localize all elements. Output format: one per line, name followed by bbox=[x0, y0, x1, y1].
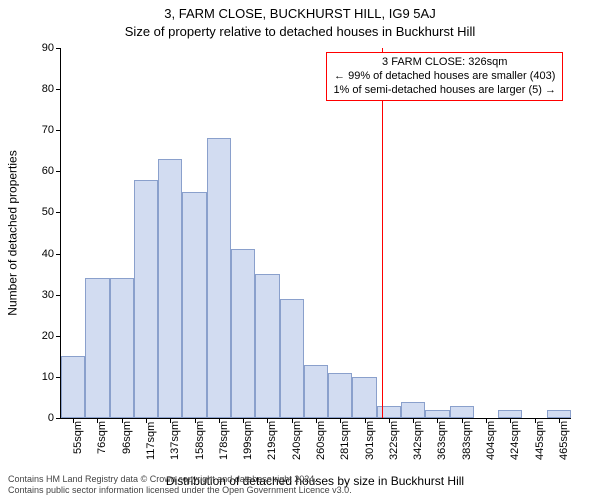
y-tick-mark bbox=[56, 89, 61, 90]
x-tick-label: 424sqm bbox=[509, 421, 521, 460]
y-tick-label: 10 bbox=[14, 371, 54, 383]
x-tick-label: 219sqm bbox=[266, 421, 278, 460]
x-tick-label: 404sqm bbox=[485, 421, 497, 460]
x-tick-label: 383sqm bbox=[461, 421, 473, 460]
y-tick-label: 20 bbox=[14, 330, 54, 342]
histogram-bar bbox=[547, 410, 571, 418]
chart-subtitle: Size of property relative to detached ho… bbox=[0, 24, 600, 39]
property-annotation-box: 3 FARM CLOSE: 326sqm← 99% of detached ho… bbox=[326, 52, 563, 101]
annotation-line: 1% of semi-detached houses are larger (5… bbox=[333, 84, 556, 98]
y-tick-mark bbox=[56, 336, 61, 337]
y-tick-mark bbox=[56, 130, 61, 131]
plot-area: 3 FARM CLOSE: 326sqm← 99% of detached ho… bbox=[60, 48, 571, 419]
y-tick-label: 70 bbox=[14, 124, 54, 136]
y-tick-mark bbox=[56, 254, 61, 255]
x-tick-label: 158sqm bbox=[194, 421, 206, 460]
y-tick-label: 30 bbox=[14, 289, 54, 301]
x-tick-label: 342sqm bbox=[412, 421, 424, 460]
y-tick-label: 40 bbox=[14, 248, 54, 260]
chart-container: 3, FARM CLOSE, BUCKHURST HILL, IG9 5AJ S… bbox=[0, 0, 600, 500]
histogram-bar bbox=[134, 180, 158, 418]
histogram-bar bbox=[328, 373, 352, 418]
x-tick-label: 76sqm bbox=[96, 421, 108, 454]
histogram-bar bbox=[401, 402, 425, 418]
histogram-bar bbox=[498, 410, 522, 418]
y-axis-label: Number of detached properties bbox=[6, 48, 20, 418]
y-tick-label: 50 bbox=[14, 206, 54, 218]
x-tick-label: 301sqm bbox=[364, 421, 376, 460]
x-tick-label: 363sqm bbox=[436, 421, 448, 460]
histogram-bar bbox=[352, 377, 376, 418]
histogram-bar bbox=[207, 138, 231, 418]
annotation-line: 3 FARM CLOSE: 326sqm bbox=[333, 56, 556, 70]
y-tick-label: 0 bbox=[14, 412, 54, 424]
x-tick-label: 117sqm bbox=[145, 422, 157, 460]
y-tick-mark bbox=[56, 171, 61, 172]
histogram-bar bbox=[110, 278, 134, 418]
x-tick-label: 240sqm bbox=[291, 421, 303, 460]
histogram-bar bbox=[182, 192, 206, 418]
y-tick-mark bbox=[56, 212, 61, 213]
histogram-bar bbox=[304, 365, 328, 418]
histogram-bar bbox=[61, 356, 85, 418]
y-tick-label: 60 bbox=[14, 165, 54, 177]
histogram-bar bbox=[280, 299, 304, 418]
histogram-bar bbox=[450, 406, 474, 418]
property-marker-line bbox=[382, 48, 383, 418]
x-tick-label: 178sqm bbox=[218, 421, 230, 460]
y-tick-mark bbox=[56, 48, 61, 49]
histogram-bar bbox=[255, 274, 279, 418]
y-tick-mark bbox=[56, 377, 61, 378]
y-tick-mark bbox=[56, 295, 61, 296]
histogram-bar bbox=[425, 410, 449, 418]
x-tick-label: 199sqm bbox=[242, 421, 254, 460]
histogram-bar bbox=[158, 159, 182, 418]
y-tick-label: 80 bbox=[14, 83, 54, 95]
x-tick-label: 445sqm bbox=[534, 421, 546, 460]
x-tick-label: 55sqm bbox=[72, 421, 84, 454]
annotation-line: ← 99% of detached houses are smaller (40… bbox=[333, 70, 556, 84]
x-tick-label: 137sqm bbox=[169, 421, 181, 460]
histogram-bar bbox=[377, 406, 401, 418]
footer-line-2: Contains public sector information licen… bbox=[8, 485, 352, 496]
histogram-bar bbox=[231, 249, 255, 418]
x-tick-label: 281sqm bbox=[339, 421, 351, 460]
histogram-bar bbox=[85, 278, 109, 418]
chart-title-address: 3, FARM CLOSE, BUCKHURST HILL, IG9 5AJ bbox=[0, 6, 600, 21]
y-tick-label: 90 bbox=[14, 42, 54, 54]
footer-attribution: Contains HM Land Registry data © Crown c… bbox=[8, 474, 352, 496]
footer-line-1: Contains HM Land Registry data © Crown c… bbox=[8, 474, 352, 485]
x-tick-label: 465sqm bbox=[558, 421, 570, 460]
x-tick-label: 322sqm bbox=[388, 421, 400, 460]
y-tick-mark bbox=[56, 418, 61, 419]
x-tick-label: 96sqm bbox=[121, 421, 133, 454]
x-tick-label: 260sqm bbox=[315, 421, 327, 460]
